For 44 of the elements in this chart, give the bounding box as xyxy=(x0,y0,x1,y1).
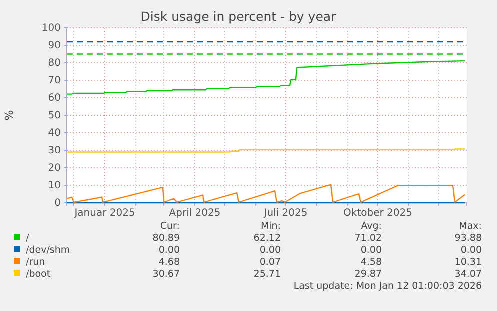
legend-label: /boot xyxy=(26,269,51,280)
text: 25.71 xyxy=(254,269,281,280)
text: 0.00 xyxy=(360,245,382,256)
text: 10.31 xyxy=(454,257,482,268)
text: 4.68 xyxy=(158,257,180,268)
y-tick-label: 100 xyxy=(42,23,61,34)
text: 0.00 xyxy=(460,245,482,256)
text: Last update: Mon Jan 12 01:00:03 2026 xyxy=(294,281,482,292)
text: Min: xyxy=(260,221,281,232)
y-tick-label: 10 xyxy=(48,180,61,192)
legend-label: /dev/shm xyxy=(26,245,70,256)
x-tick-label: April 2025 xyxy=(169,208,221,220)
legend-label: / xyxy=(26,233,30,244)
text: 80.89 xyxy=(152,233,180,244)
x-tick-label: Oktober 2025 xyxy=(344,208,412,220)
text: 34.07 xyxy=(454,269,482,280)
text: 0.00 xyxy=(158,245,180,256)
x-tick-label: Januar 2025 xyxy=(74,208,136,220)
text: 0.00 xyxy=(260,245,281,256)
line-series xyxy=(66,184,466,204)
y-tick-label: 30 xyxy=(48,146,61,157)
text: 4.58 xyxy=(360,257,382,268)
y-tick-label: 80 xyxy=(48,58,61,70)
line-series xyxy=(66,60,466,95)
text: 0.07 xyxy=(260,257,281,268)
chart-title: Disk usage in percent - by year xyxy=(140,9,338,24)
text: 30.67 xyxy=(152,269,180,280)
y-axis-title: % xyxy=(3,110,16,121)
text: Max: xyxy=(459,221,482,232)
y-tick-label: 0 xyxy=(54,198,61,210)
text: 93.88 xyxy=(454,233,482,244)
y-tick-label: 50 xyxy=(48,110,61,122)
y-tick-label: 70 xyxy=(48,76,61,87)
text: 62.12 xyxy=(254,233,281,244)
legend-label: /run xyxy=(26,257,46,268)
text: 29.87 xyxy=(354,269,382,280)
x-tick-label: Juli 2025 xyxy=(263,208,308,220)
y-tick-label: 20 xyxy=(48,163,61,174)
text: Cur: xyxy=(160,221,180,232)
y-tick-label: 40 xyxy=(48,128,61,140)
y-tick-label: 90 xyxy=(48,40,61,52)
text: 71.02 xyxy=(354,233,382,244)
y-tick-label: 60 xyxy=(48,93,61,104)
text: Avg: xyxy=(361,221,382,232)
